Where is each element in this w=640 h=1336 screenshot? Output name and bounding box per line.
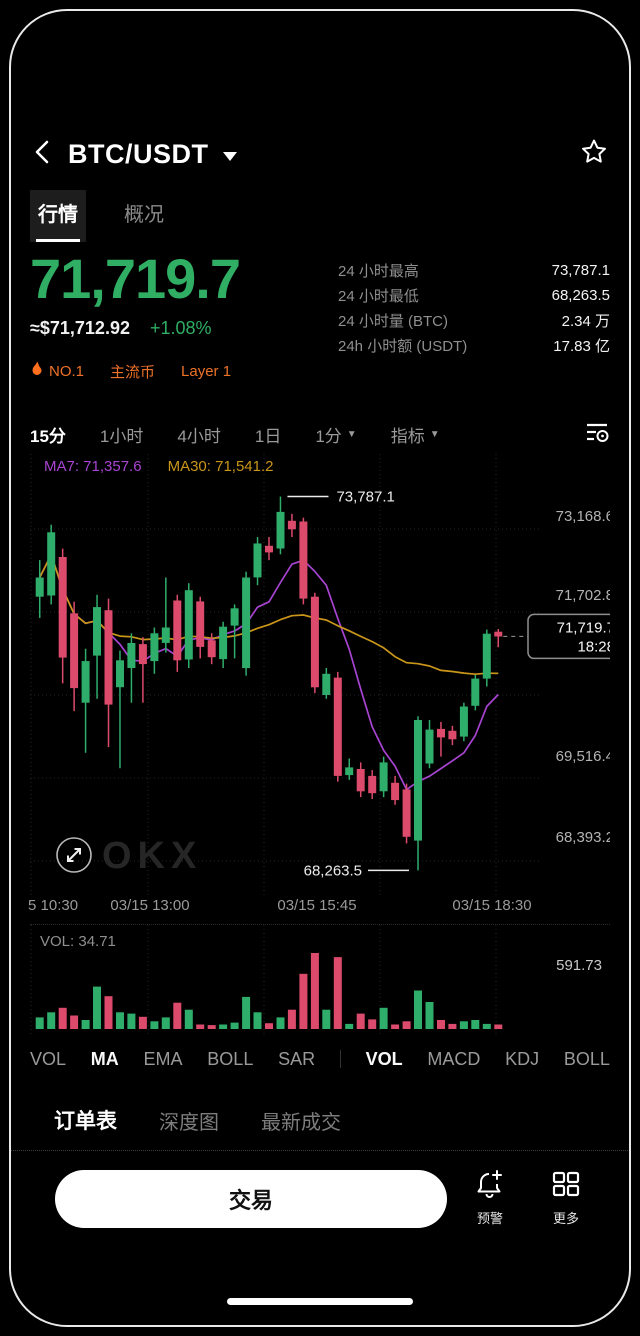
candlestick-chart[interactable]: MA7: 71,357.6 MA30: 71,541.2 73,787.1 68,… bbox=[30, 454, 610, 896]
price-section: 71,719.7 ≈$71,712.92 +1.08% NO.1 主流币 Layer… bbox=[30, 250, 610, 410]
timeframe-tab[interactable]: 1小时 bbox=[99, 426, 144, 446]
last-price: 71,719.7 bbox=[30, 247, 241, 310]
okx-watermark: OKX bbox=[102, 835, 203, 877]
stat-row: 24 小时量 (BTC) 2.34 万 bbox=[338, 308, 610, 333]
time-axis-label: 03/15 15:45 bbox=[277, 897, 357, 914]
stat-value: 73,787.1 bbox=[551, 262, 610, 279]
stat-value: 17.83 亿 bbox=[553, 338, 610, 355]
top-tab[interactable]: 概况 bbox=[124, 204, 164, 226]
favorite-star-icon[interactable] bbox=[578, 136, 610, 173]
svg-text:68,393.2: 68,393.2 bbox=[556, 829, 610, 846]
badge-label: 主流币 bbox=[110, 364, 156, 381]
timeframe-row: 15分 1小时 4小时 1日 1分 ▼ 指标 ▼ bbox=[30, 414, 610, 454]
stat-label: 24 小时最低 bbox=[338, 288, 419, 305]
volume-axis-max: 591.73 bbox=[556, 957, 602, 974]
price-alert-button[interactable]: 预警 bbox=[462, 1168, 518, 1227]
token-badges: NO.1 主流币 Layer 1 bbox=[30, 361, 610, 382]
svg-text:18:28: 18:28 bbox=[577, 638, 610, 655]
svg-text:68,263.5: 68,263.5 bbox=[304, 862, 362, 879]
pair-dropdown-icon[interactable] bbox=[222, 151, 237, 161]
app-screen: BTC/USDT 行情 概况 71,719.7 ≈$71,712.92 +1.08… bbox=[10, 10, 630, 1326]
chevron-down-icon: ▼ bbox=[346, 428, 357, 440]
stat-row: 24h 小时额 (USDT) 17.83 亿 bbox=[338, 333, 610, 358]
bottom-action-bar: 交易 预警 bbox=[30, 1160, 610, 1248]
flame-icon bbox=[30, 361, 44, 382]
svg-text:73,168.6: 73,168.6 bbox=[556, 508, 610, 525]
indicator-tab-main[interactable]: VOL bbox=[30, 1048, 67, 1069]
indicator-tabs: VOL MA EMA BOLL SAR VOL MACD KDJ BOLL bbox=[30, 1040, 610, 1078]
order-tab[interactable]: 订单表 bbox=[54, 1110, 117, 1133]
token-badge[interactable]: NO.1 bbox=[30, 361, 84, 382]
section-divider bbox=[10, 1150, 630, 1151]
ma30-value: MA30: 71,541.2 bbox=[167, 458, 274, 475]
svg-text:73,787.1: 73,787.1 bbox=[336, 488, 394, 505]
timeframe-tab[interactable]: 4小时 bbox=[177, 426, 221, 446]
fullscreen-chart-button[interactable] bbox=[54, 835, 94, 880]
more-button[interactable]: 更多 bbox=[538, 1168, 594, 1227]
indicator-tab-sub[interactable]: KDJ bbox=[505, 1048, 540, 1069]
stat-label: 24h 小时额 (USDT) bbox=[338, 338, 468, 355]
badge-label: Layer 1 bbox=[181, 363, 232, 380]
volume-value-label: VOL: 34.71 bbox=[40, 933, 116, 950]
header: BTC/USDT bbox=[30, 128, 610, 180]
indicator-settings-button[interactable] bbox=[584, 419, 610, 450]
more-label: 更多 bbox=[552, 1211, 579, 1226]
indicator-tab-sub[interactable]: BOLL bbox=[563, 1048, 610, 1069]
price-change-percent: +1.08% bbox=[149, 318, 212, 338]
price-pane[interactable]: 73,787.1 68,263.5 71,719.7 18:28 73,168.6 71,… bbox=[30, 454, 610, 896]
expand-arrows-icon bbox=[54, 837, 94, 879]
stat-row: 24 小时最低 68,263.5 bbox=[338, 283, 610, 308]
indicator-tab-main[interactable]: MA bbox=[90, 1048, 119, 1069]
chevron-down-icon: ▼ bbox=[429, 428, 440, 440]
bell-plus-icon bbox=[474, 1168, 506, 1205]
volume-pane[interactable] bbox=[30, 925, 610, 1035]
ma7-value: MA7: 71,357.6 bbox=[44, 458, 142, 475]
trade-button[interactable]: 交易 bbox=[55, 1170, 447, 1228]
stat-label: 24 小时量 (BTC) bbox=[338, 313, 449, 330]
svg-text:71,719.7: 71,719.7 bbox=[557, 619, 610, 636]
home-indicator[interactable] bbox=[227, 1298, 413, 1305]
time-axis-label: 03/15 18:30 bbox=[452, 897, 532, 914]
indicator-tab-main[interactable]: EMA bbox=[143, 1048, 183, 1069]
timeframe-tab[interactable]: 指标 ▼ bbox=[390, 426, 440, 446]
market-overview-tabs: 行情 概况 bbox=[30, 190, 172, 242]
token-badge[interactable]: Layer 1 bbox=[181, 363, 231, 380]
indicator-tab-sub[interactable]: MACD bbox=[427, 1048, 481, 1069]
indicator-tab-main[interactable]: BOLL bbox=[207, 1048, 254, 1069]
back-button[interactable] bbox=[30, 137, 64, 171]
back-chevron-icon bbox=[30, 138, 56, 171]
top-tab[interactable]: 行情 bbox=[30, 190, 86, 242]
order-tab[interactable]: 最新成交 bbox=[261, 1111, 341, 1134]
timeframe-tab[interactable]: 1日 bbox=[254, 426, 282, 446]
order-tab[interactable]: 深度图 bbox=[159, 1111, 219, 1134]
grid-squares-icon bbox=[550, 1168, 582, 1205]
badge-label: NO.1 bbox=[49, 363, 85, 380]
indicator-tab-sub[interactable]: VOL bbox=[365, 1048, 403, 1069]
timeframe-tab[interactable]: 15分 bbox=[30, 426, 66, 446]
orderbook-tabs: 订单表 深度图 最新成交 bbox=[54, 1096, 341, 1144]
svg-text:69,516.4: 69,516.4 bbox=[556, 748, 610, 765]
pair-title[interactable]: BTC/USDT bbox=[68, 138, 209, 169]
volume-chart[interactable]: VOL: 34.71 591.73 bbox=[30, 924, 610, 1035]
stat-row: 24 小时最高 73,787.1 bbox=[338, 258, 610, 283]
svg-text:71,702.8: 71,702.8 bbox=[556, 587, 610, 604]
time-axis: 5 10:30 03/15 13:00 03/15 15:45 03/15 18:30 bbox=[28, 897, 610, 921]
fiat-price: ≈$71,712.92 bbox=[30, 318, 130, 338]
token-badge[interactable]: 主流币 bbox=[110, 361, 155, 382]
timeframe-tab[interactable]: 1分 ▼ bbox=[315, 426, 357, 446]
stats-24h: 24 小时最高 73,787.1 24 小时最低 68,263.5 24 小时量 (BT… bbox=[338, 258, 610, 358]
stat-value: 68,263.5 bbox=[551, 287, 610, 304]
indicator-tab-main[interactable]: SAR bbox=[278, 1048, 316, 1069]
time-axis-label: 5 10:30 bbox=[28, 897, 79, 914]
stat-label: 24 小时最高 bbox=[338, 263, 419, 280]
indicator-divider bbox=[339, 1050, 341, 1068]
alert-label: 预警 bbox=[476, 1211, 503, 1226]
time-axis-label: 03/15 13:00 bbox=[110, 897, 190, 914]
ma-legend: MA7: 71,357.6 MA30: 71,541.2 bbox=[44, 458, 274, 475]
stat-value: 2.34 万 bbox=[561, 313, 610, 330]
